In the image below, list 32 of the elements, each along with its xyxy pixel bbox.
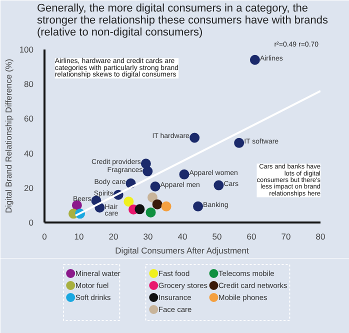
x-tick-label: 30 <box>143 232 153 242</box>
x-tick-label: 70 <box>281 232 291 242</box>
y-tick-label: 60 <box>24 114 34 124</box>
point <box>190 132 200 143</box>
y-axis-title: Digital Brand Relationship Difference (%) <box>3 58 14 214</box>
x-tick-label: 20 <box>108 232 118 242</box>
x-tick-label: 10 <box>74 232 84 242</box>
chart-title: Generally, the more digital consumers in a category, the stronger the relationship these consumers have with brands (relative to non-digital consumers) <box>36 2 329 38</box>
point <box>250 54 260 65</box>
x-tick-label: 80 <box>316 232 326 242</box>
x-tick-label: 40 <box>178 232 188 242</box>
point <box>147 192 158 202</box>
point <box>161 201 172 212</box>
point <box>124 196 134 207</box>
point <box>142 166 153 176</box>
point <box>150 182 160 192</box>
point <box>234 138 244 148</box>
point <box>134 204 145 214</box>
y-tick-label: 0 <box>28 218 34 228</box>
y-tick-label: 80 <box>24 79 34 90</box>
point <box>193 201 204 212</box>
point <box>146 207 156 218</box>
point <box>152 199 162 210</box>
y-tick-label: 100 <box>19 44 34 54</box>
x-axis-title: Digital Consumers After Adjustment <box>115 246 250 256</box>
y-tick-label: 20 <box>24 182 34 193</box>
y-tick-label: 40 <box>24 148 34 158</box>
point <box>179 169 190 180</box>
x-tick-label: 50 <box>212 232 222 242</box>
x-tick-label: 0 <box>42 232 48 242</box>
x-tick-label: 60 <box>246 232 256 242</box>
point <box>214 180 224 190</box>
